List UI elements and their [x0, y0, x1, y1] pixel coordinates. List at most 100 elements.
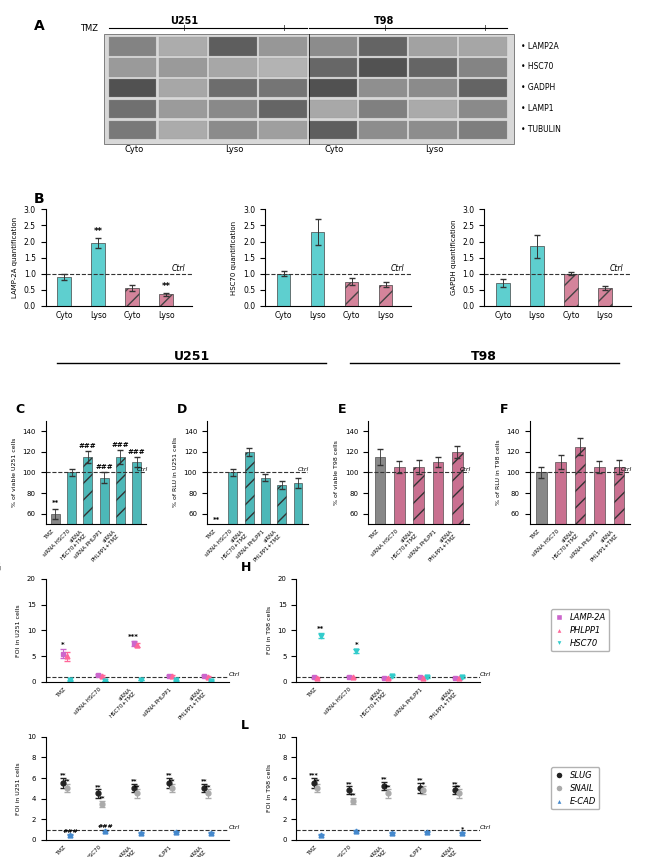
Bar: [259, 99, 307, 118]
Text: Ctrl: Ctrl: [172, 264, 185, 273]
Bar: [209, 57, 257, 76]
Bar: [109, 79, 157, 98]
Bar: [109, 57, 157, 76]
Bar: [51, 513, 60, 576]
Text: U251: U251: [170, 16, 198, 26]
Bar: [413, 467, 424, 576]
Text: *: *: [354, 642, 358, 648]
Bar: [433, 462, 443, 576]
Text: L: L: [241, 719, 250, 732]
Text: ***: ***: [309, 772, 319, 777]
Text: **: **: [205, 784, 211, 788]
Text: *: *: [61, 643, 65, 649]
Bar: [259, 79, 307, 98]
Bar: [359, 57, 407, 76]
Text: **: **: [131, 779, 137, 783]
Text: Ctrl: Ctrl: [229, 824, 240, 830]
Text: ###: ###: [112, 441, 129, 447]
Legend: U251, T98: U251, T98: [275, 250, 382, 268]
Bar: [359, 121, 407, 139]
Y-axis label: GAPDH quantification: GAPDH quantification: [451, 219, 457, 296]
Text: • HSC70: • HSC70: [521, 63, 553, 71]
Bar: [460, 37, 507, 56]
Text: **: **: [169, 779, 176, 783]
Text: +: +: [481, 24, 488, 33]
Text: **: **: [350, 792, 356, 797]
Bar: [309, 57, 357, 76]
Text: **: **: [51, 500, 59, 506]
Bar: [83, 457, 92, 576]
Bar: [309, 37, 357, 56]
Text: *: *: [460, 826, 463, 831]
Bar: [244, 452, 254, 576]
Y-axis label: % of RLU in T98 cells: % of RLU in T98 cells: [496, 440, 501, 506]
Bar: [159, 57, 207, 76]
Text: ###: ###: [96, 464, 113, 470]
Text: Ctrl: Ctrl: [610, 264, 624, 273]
Text: -: -: [433, 24, 436, 33]
Text: **: **: [60, 772, 66, 777]
Bar: [555, 462, 566, 576]
Y-axis label: % of viable T98 cells: % of viable T98 cells: [335, 440, 339, 505]
Text: -: -: [233, 24, 235, 33]
Y-axis label: FOI in U251 cells: FOI in U251 cells: [16, 762, 21, 815]
Text: G: G: [0, 560, 1, 573]
Bar: [309, 79, 357, 98]
Legend: LAMP-2A, PHLPP1, HSC70: LAMP-2A, PHLPP1, HSC70: [551, 609, 609, 651]
Text: **: **: [94, 227, 103, 237]
Text: **: **: [95, 784, 101, 788]
Text: ###: ###: [98, 824, 113, 830]
Text: D: D: [177, 403, 187, 416]
Text: **: **: [381, 776, 387, 782]
Text: **: **: [452, 781, 458, 786]
Bar: [452, 452, 463, 576]
Bar: [460, 99, 507, 118]
Bar: [209, 99, 257, 118]
Text: Ctrl: Ctrl: [391, 264, 404, 273]
Text: **: **: [213, 517, 220, 523]
Text: • TUBULIN: • TUBULIN: [521, 125, 560, 134]
Y-axis label: FOI in T98 cells: FOI in T98 cells: [267, 764, 272, 812]
Bar: [104, 33, 514, 144]
Text: +: +: [281, 24, 287, 33]
Bar: [344, 282, 358, 306]
Bar: [259, 121, 307, 139]
Text: Cyto: Cyto: [324, 145, 344, 154]
Bar: [359, 99, 407, 118]
Y-axis label: FOI in T98 cells: FOI in T98 cells: [267, 606, 272, 655]
Y-axis label: % of viable U251 cells: % of viable U251 cells: [12, 438, 17, 507]
Text: **: **: [455, 784, 461, 788]
Text: T98: T98: [471, 350, 497, 363]
Text: F: F: [499, 403, 508, 416]
Text: Ctrl: Ctrl: [480, 824, 491, 830]
Bar: [132, 462, 141, 576]
Text: Ctrl: Ctrl: [460, 467, 471, 472]
Bar: [309, 121, 357, 139]
Text: -: -: [132, 24, 135, 33]
Text: C: C: [15, 403, 24, 416]
Bar: [159, 99, 207, 118]
Bar: [460, 57, 507, 76]
Bar: [394, 467, 405, 576]
Bar: [159, 295, 173, 306]
Bar: [92, 243, 105, 306]
Text: Lyso: Lyso: [425, 145, 443, 154]
Bar: [259, 57, 307, 76]
Bar: [536, 472, 547, 576]
Text: **: **: [417, 777, 423, 782]
Bar: [294, 482, 302, 576]
Y-axis label: HSC70 quantification: HSC70 quantification: [231, 220, 237, 295]
Bar: [159, 79, 207, 98]
Bar: [311, 232, 324, 306]
Bar: [410, 57, 457, 76]
Bar: [209, 121, 257, 139]
Bar: [359, 37, 407, 56]
Bar: [109, 121, 157, 139]
Text: Ctrl: Ctrl: [298, 467, 309, 472]
Text: U251: U251: [174, 350, 210, 363]
Text: • LAMP2A: • LAMP2A: [521, 41, 558, 51]
Bar: [67, 472, 76, 576]
Bar: [460, 79, 507, 98]
Text: • LAMP1: • LAMP1: [521, 105, 553, 113]
Text: Ctrl: Ctrl: [480, 672, 491, 677]
